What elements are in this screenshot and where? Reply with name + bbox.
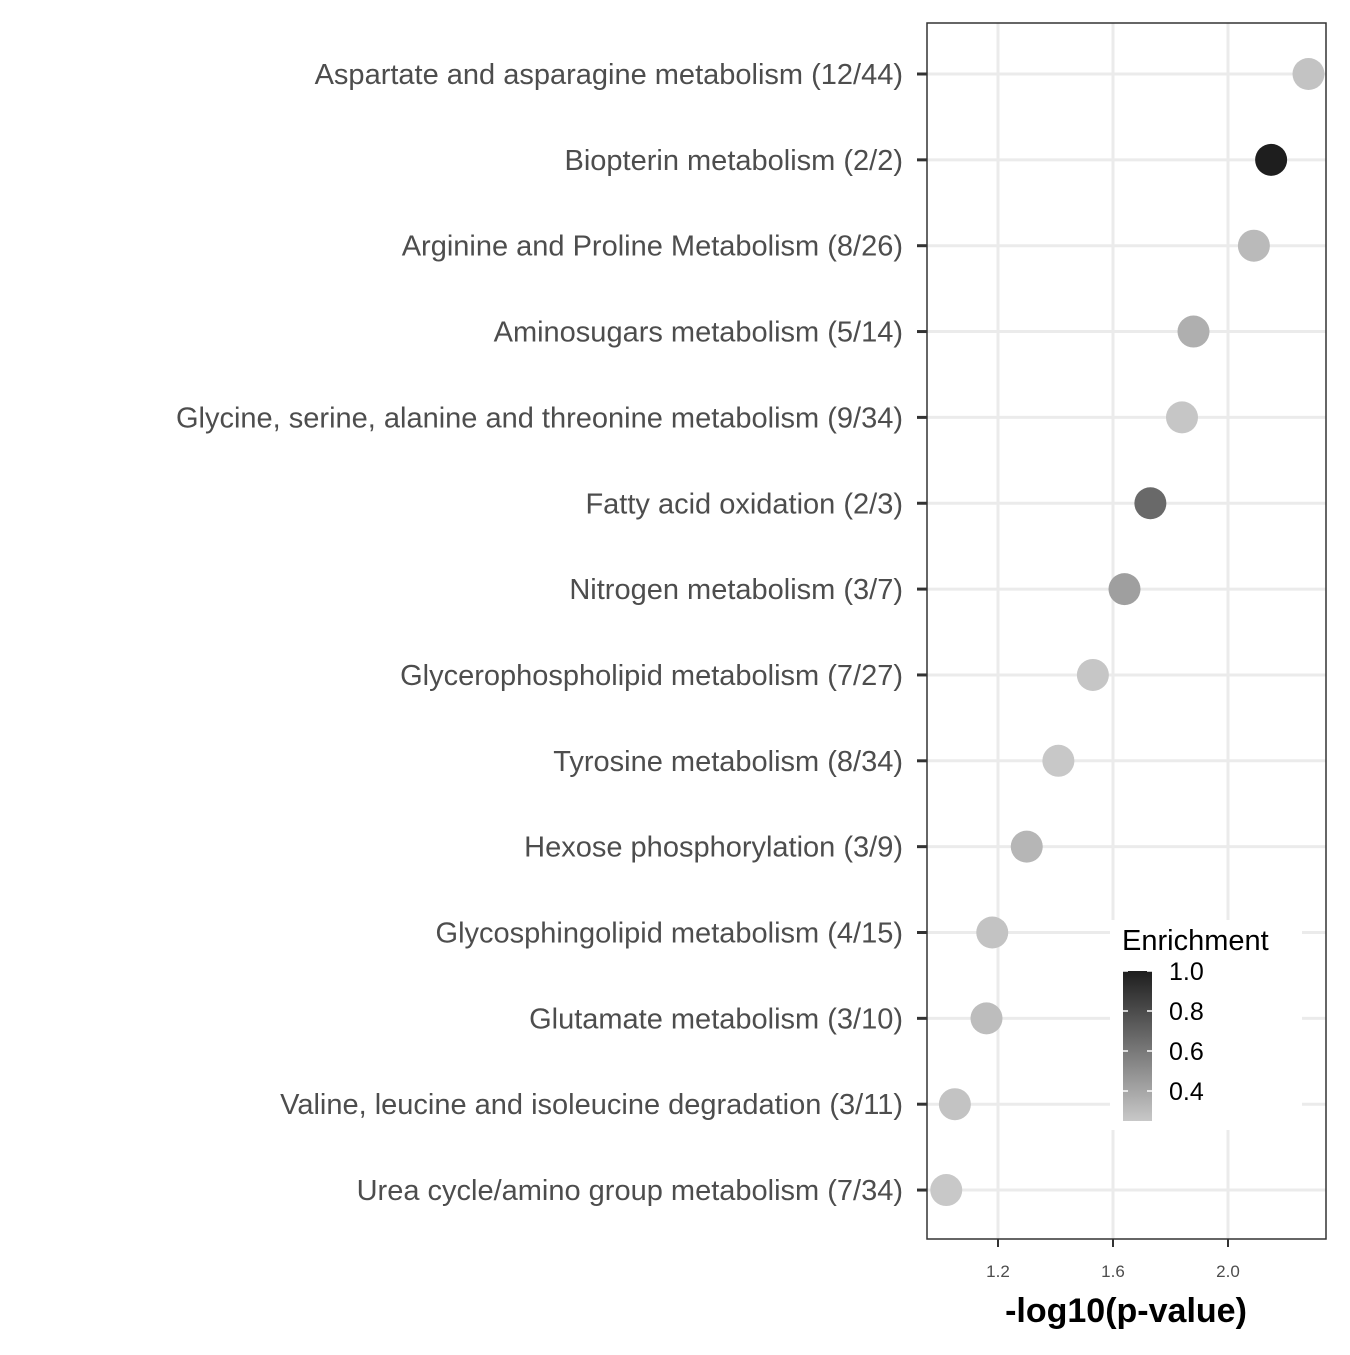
y-tick-label: Nitrogen metabolism (3/7) <box>569 574 903 606</box>
data-point <box>1010 830 1043 863</box>
legend-colorbar <box>1123 971 1152 1121</box>
y-tick-label: Biopterin metabolism (2/2) <box>565 145 903 177</box>
y-tick-label: Glycosphingolipid metabolism (4/15) <box>436 918 903 950</box>
y-tick-label: Aspartate and asparagine metabolism (12/… <box>315 59 903 91</box>
data-point <box>1076 658 1109 691</box>
x-tick-label: 1.2 <box>986 1262 1010 1281</box>
data-point <box>1042 744 1075 777</box>
legend-label: 0.8 <box>1169 998 1204 1026</box>
x-tick-label: 2.0 <box>1216 1262 1240 1281</box>
y-tick-label: Valine, leucine and isoleucine degradati… <box>280 1089 903 1121</box>
data-point <box>1134 487 1167 520</box>
data-point <box>938 1088 971 1121</box>
y-tick-label: Aminosugars metabolism (5/14) <box>494 317 903 349</box>
legend-label: 1.0 <box>1169 958 1204 986</box>
data-point <box>1166 401 1198 434</box>
y-tick-label: Hexose phosphorylation (3/9) <box>524 832 903 864</box>
y-tick-label: Fatty acid oxidation (2/3) <box>585 488 903 520</box>
data-point <box>1292 58 1325 90</box>
y-tick-label: Tyrosine metabolism (8/34) <box>553 746 903 778</box>
y-tick-label: Glycine, serine, alanine and threonine m… <box>176 402 903 434</box>
x-axis-title: -log10(p-value) <box>1005 1292 1247 1330</box>
data-point <box>970 1002 1003 1035</box>
y-tick-label: Glycerophospholipid metabolism (7/27) <box>400 660 903 692</box>
data-point <box>930 1174 963 1207</box>
data-point <box>976 916 1009 949</box>
data-point <box>1237 229 1270 262</box>
legend-title: Enrichment <box>1122 925 1269 957</box>
legend-label: 0.4 <box>1169 1078 1204 1106</box>
y-tick-label: Glutamate metabolism (3/10) <box>529 1003 903 1035</box>
data-point <box>1177 315 1210 348</box>
x-tick-label: 1.6 <box>1101 1262 1125 1281</box>
y-tick-label: Urea cycle/amino group metabolism (7/34) <box>357 1175 903 1207</box>
data-point <box>1108 573 1141 606</box>
legend-label: 0.6 <box>1169 1038 1204 1066</box>
y-tick-label: Arginine and Proline Metabolism (8/26) <box>402 231 903 263</box>
data-point <box>1255 143 1288 176</box>
plot-panel-border <box>926 22 1327 1240</box>
